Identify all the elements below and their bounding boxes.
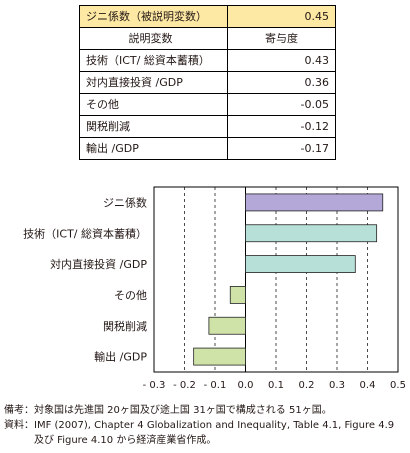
note-remarks-text: 対象国は先進国 20ヶ国及び途上国 31ヶ国で構成される 51ヶ国。 [34, 405, 332, 416]
note-remarks-prefix: 備考： [4, 405, 34, 416]
x-tick-label: - 0.1 [204, 380, 227, 391]
header-variable: 説明変数 [79, 27, 228, 50]
note-source-text: IMF (2007), Chapter 4 Globalization and … [34, 420, 395, 446]
x-tick-label: 0.3 [329, 380, 345, 391]
table-row: 対内直接投資 /GDP 0.36 [79, 71, 336, 94]
x-tick-labels: - 0.3 - 0.2 - 0.1 0.0 0.1 0.2 0.3 0.4 0.5 [143, 380, 406, 391]
row-label: 対内直接投資 /GDP [79, 71, 228, 94]
bar [229, 286, 246, 304]
category-label: 関税削減 [103, 319, 147, 333]
x-tick-label: 0.4 [360, 380, 376, 391]
dependent-label: ジニ係数（被説明変数） [79, 5, 228, 28]
summary-table: ジニ係数（被説明変数） 0.45 説明変数 寄与度 技術（ICT/ 総資本蓄積）… [79, 5, 336, 160]
note-source-prefix: 資料： [4, 420, 34, 431]
x-tick-label: 0.1 [268, 380, 284, 391]
row-label: 輸出 /GDP [79, 137, 228, 160]
category-label: その他 [114, 289, 147, 302]
x-tick-label: - 0.3 [143, 380, 166, 391]
x-tick-label: 0.5 [390, 380, 406, 391]
row-label: 関税削減 [79, 115, 228, 138]
note-remarks: 備考： 対象国は先進国 20ヶ国及び途上国 31ヶ国で構成される 51ヶ国。 [4, 403, 406, 418]
x-tick-label: 0.0 [238, 380, 254, 391]
row-value: 0.36 [227, 71, 336, 94]
x-tick-label: - 0.2 [173, 380, 196, 391]
bar [193, 347, 246, 366]
bar [208, 316, 246, 335]
bar [245, 224, 378, 243]
note-source: 資料： IMF (2007), Chapter 4 Globalization … [4, 418, 406, 448]
table-row: 関税削減 -0.12 [79, 115, 336, 138]
row-value: -0.17 [227, 137, 336, 160]
header-contribution: 寄与度 [227, 27, 336, 50]
plot-frame [153, 186, 399, 373]
bars [193, 193, 384, 366]
category-label: 技術（ICT/ 総資本蓄積） [23, 226, 147, 240]
x-tick-label: 0.2 [299, 380, 315, 391]
row-value: 0.43 [227, 49, 336, 72]
table-row: 技術（ICT/ 総資本蓄積） 0.43 [79, 49, 336, 72]
row-label: 技術（ICT/ 総資本蓄積） [79, 49, 228, 72]
grid-lines [184, 187, 368, 372]
category-label: 対内直接投資 /GDP [50, 257, 147, 271]
row-value: -0.05 [227, 93, 336, 116]
category-label: 輸出 /GDP [94, 350, 147, 364]
row-label: その他 [79, 93, 228, 116]
table-row: その他 -0.05 [79, 93, 336, 116]
bar [245, 255, 356, 273]
notes: 備考： 対象国は先進国 20ヶ国及び途上国 31ヶ国で構成される 51ヶ国。 資… [4, 403, 406, 448]
category-label: ジニ係数 [103, 196, 147, 209]
bar [245, 193, 384, 212]
row-value: -0.12 [227, 115, 336, 138]
table-header-row: 説明変数 寄与度 [79, 27, 336, 50]
dependent-value: 0.45 [227, 5, 336, 28]
table-row-dependent: ジニ係数（被説明変数） 0.45 [79, 5, 336, 28]
table-row: 輸出 /GDP -0.17 [79, 137, 336, 160]
